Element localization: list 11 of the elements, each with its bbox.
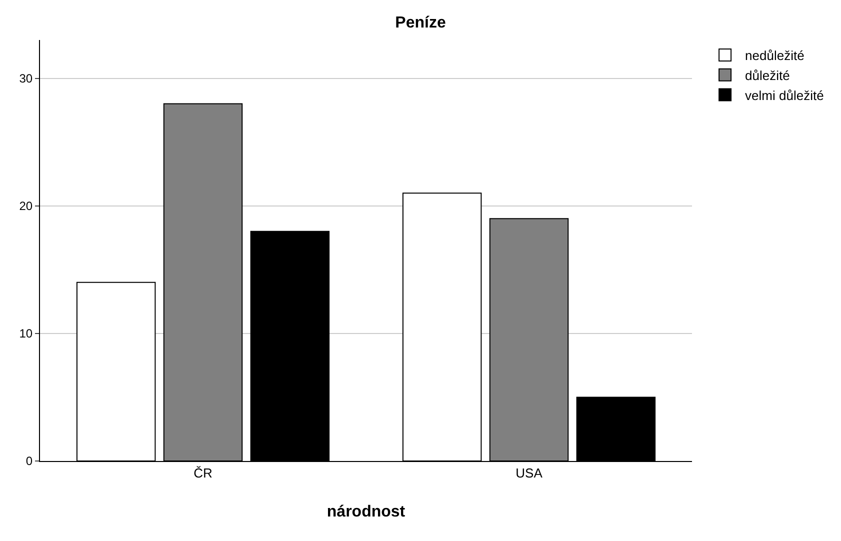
legend-label: důležité <box>745 68 790 83</box>
legend-label: nedůležité <box>745 48 804 64</box>
y-tick-label: 0 <box>26 454 33 468</box>
x-axis-title: národnost <box>326 503 406 520</box>
y-tick-label: 20 <box>19 199 33 214</box>
y-tick-label: 10 <box>19 326 33 341</box>
x-tick-label: USA <box>516 466 543 481</box>
y-tick-label: 30 <box>19 71 33 86</box>
x-tick-label: ČR <box>194 466 212 481</box>
legend-label: velmi důležité <box>745 88 824 103</box>
chart-title: Peníze <box>395 14 446 32</box>
